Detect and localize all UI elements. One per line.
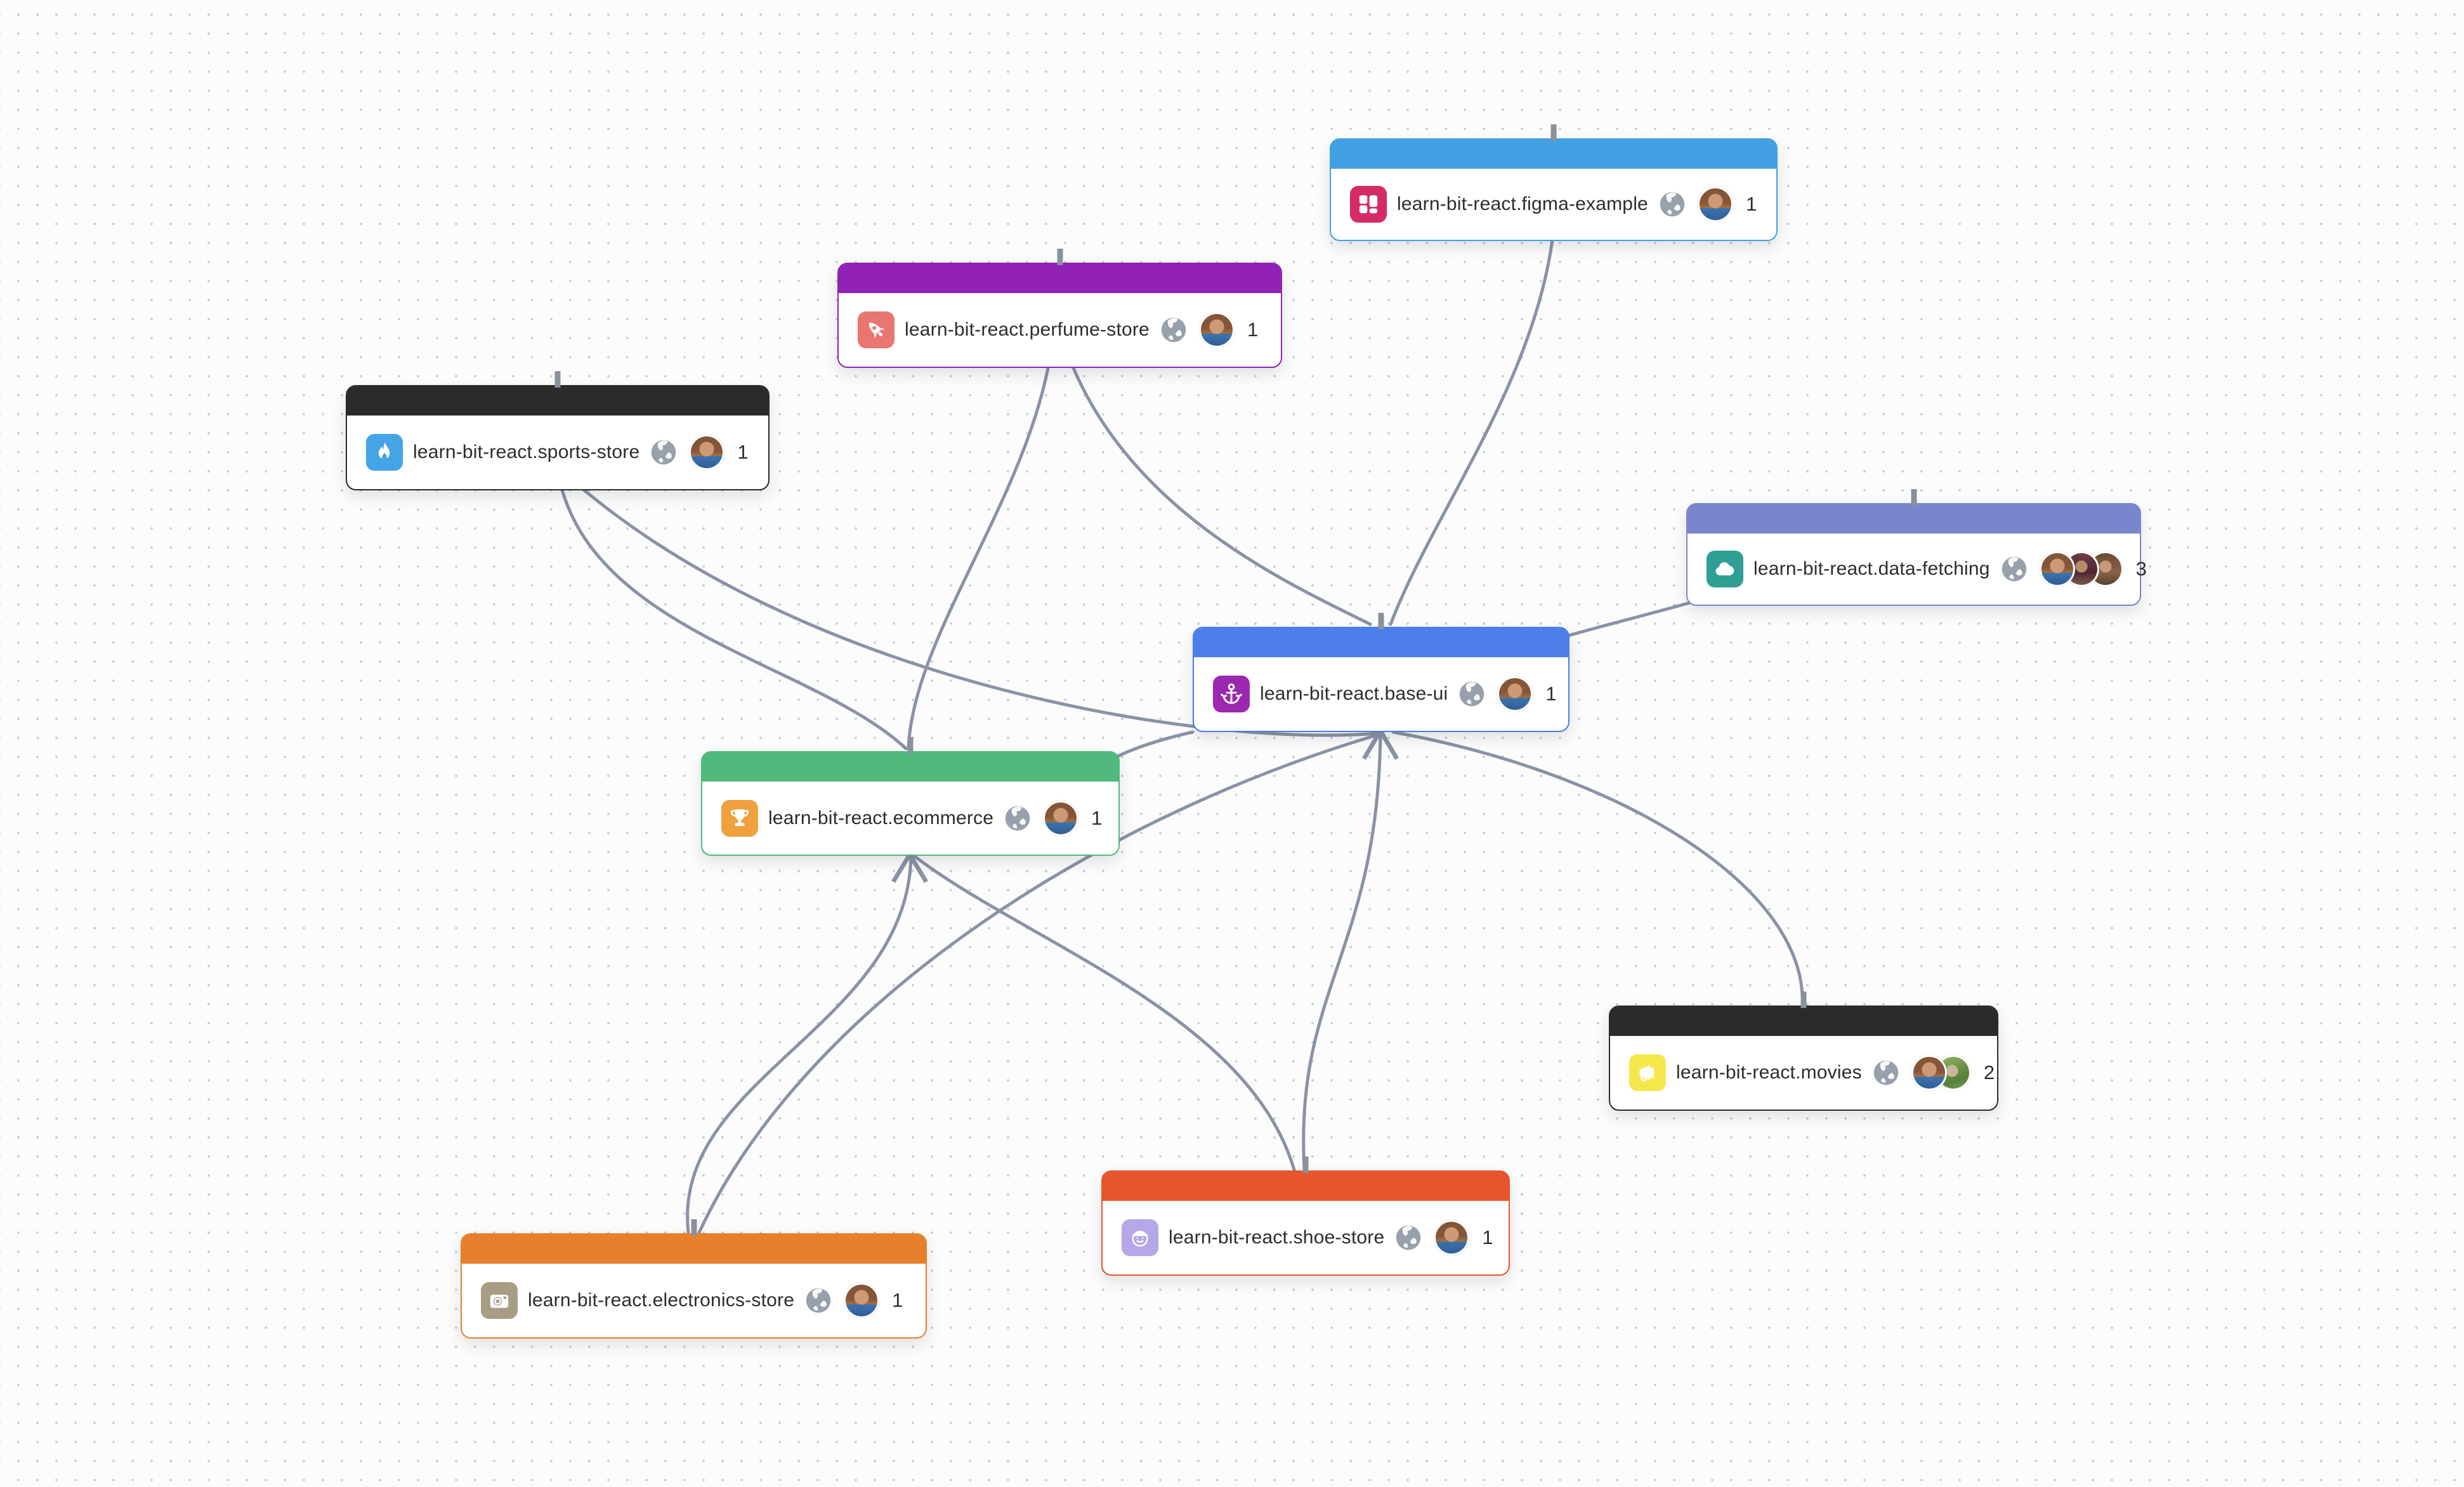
node-header-bar [1331, 140, 1776, 169]
node-top-handle [1378, 613, 1384, 629]
component-id-label: learn-bit-react.base-ui [1260, 683, 1448, 704]
graph-node-electronics-store[interactable]: learn-bit-react.electronics-store 1 [461, 1219, 927, 1339]
component-count: 3 [2135, 558, 2147, 580]
avatar-group [1911, 1055, 1971, 1091]
rocket-icon [858, 311, 895, 348]
avatar-group [689, 435, 725, 470]
avatar-group [1697, 187, 1733, 222]
avatar-group [1434, 1220, 1470, 1255]
edge-ecommerce-to-base-ui [1116, 730, 1195, 758]
avatar [1043, 800, 1079, 836]
node-header-bar [347, 386, 768, 416]
node-top-handle [1302, 1156, 1309, 1173]
graph-node-shoe-store[interactable]: learn-bit-react.shoe-store 1 [1101, 1156, 1510, 1276]
megaphone-icon [1629, 1054, 1666, 1091]
node-top-handle [1057, 249, 1063, 265]
avatar [1697, 187, 1733, 222]
component-count: 1 [1545, 683, 1557, 705]
component-count: 1 [1745, 193, 1757, 215]
edge-sports-store-to-ecommerce [560, 488, 908, 750]
component-count: 1 [892, 1289, 903, 1311]
graph-node-figma-example[interactable]: learn-bit-react.figma-example 1 [1330, 124, 1778, 241]
node-header-bar [1610, 1007, 1997, 1036]
node-top-handle [907, 737, 914, 754]
graph-node-base-ui[interactable]: learn-bit-react.base-ui 1 [1193, 613, 1569, 732]
edge-perfume-store-to-ecommerce [907, 366, 1050, 750]
edge-shoe-store-to-ecommerce [913, 855, 1296, 1172]
avatar-group [1497, 676, 1533, 712]
edge-perfume-store-to-base-ui [1071, 366, 1372, 626]
camera-icon [481, 1282, 518, 1319]
avatar [2039, 551, 2075, 587]
edge-electronics-store-to-base-ui [697, 734, 1376, 1235]
globe-icon [1872, 1059, 1900, 1087]
globe-icon [650, 438, 678, 466]
globe-icon [1458, 680, 1486, 708]
cloud-icon [1707, 551, 1743, 587]
face-cap-icon [1122, 1219, 1158, 1256]
component-count: 1 [1247, 318, 1259, 341]
edge-movies-to-base-ui [1391, 730, 1804, 1007]
avatar [844, 1283, 880, 1318]
node-top-handle [1800, 992, 1807, 1008]
edge-shoe-store-to-base-ui [1302, 733, 1382, 1172]
avatar-group [1043, 800, 1079, 836]
node-header-bar [1687, 504, 2140, 534]
component-id-label: learn-bit-react.ecommerce [768, 807, 994, 829]
globe-icon [1160, 316, 1188, 344]
graph-node-movies[interactable]: learn-bit-react.movies 2 [1609, 992, 1998, 1111]
avatar [1497, 676, 1533, 712]
avatar-group [1198, 312, 1235, 348]
graph-node-perfume-store[interactable]: learn-bit-react.perfume-store 1 [837, 249, 1282, 368]
edge-figma-example-to-base-ui [1389, 238, 1554, 626]
avatar-group [844, 1283, 880, 1318]
avatar [1198, 312, 1235, 348]
component-id-label: learn-bit-react.perfume-store [905, 319, 1150, 340]
node-header-bar [702, 752, 1118, 782]
layout-grid-icon [1350, 186, 1387, 223]
anchor-icon [1213, 676, 1250, 712]
graph-node-ecommerce[interactable]: learn-bit-react.ecommerce 1 [701, 737, 1120, 856]
component-count: 1 [1091, 806, 1103, 829]
node-top-handle [1550, 124, 1557, 141]
component-id-label: learn-bit-react.shoe-store [1169, 1227, 1385, 1248]
edge-sports-store-to-base-ui [582, 488, 1379, 737]
avatar [1434, 1220, 1470, 1255]
component-id-label: learn-bit-react.data-fetching [1753, 558, 1990, 579]
node-top-handle [691, 1219, 697, 1236]
node-top-handle [554, 371, 561, 388]
globe-icon [1004, 804, 1032, 832]
trophy-icon [721, 799, 758, 837]
component-id-label: learn-bit-react.sports-store [413, 442, 640, 462]
component-id-label: learn-bit-react.movies [1676, 1062, 1862, 1083]
component-count: 2 [1983, 1061, 1995, 1084]
flame-icon [366, 434, 403, 471]
component-count: 1 [737, 441, 749, 463]
avatar [1911, 1055, 1947, 1091]
node-header-bar [462, 1235, 926, 1264]
globe-icon [804, 1287, 832, 1314]
globe-icon [2000, 555, 2028, 583]
node-header-bar [839, 264, 1281, 293]
graph-node-sports-store[interactable]: learn-bit-react.sports-store 1 [346, 371, 770, 490]
edge-electronics-store-to-ecommerce [686, 856, 913, 1235]
component-id-label: learn-bit-react.figma-example [1397, 193, 1648, 214]
avatar-group [2039, 551, 2123, 587]
node-top-handle [1911, 489, 1917, 506]
globe-icon [1394, 1224, 1422, 1252]
avatar [689, 435, 725, 470]
node-header-bar [1194, 628, 1568, 657]
component-id-label: learn-bit-react.electronics-store [528, 1290, 795, 1311]
edge-data-fetching-to-base-ui [1566, 601, 1692, 638]
graph-node-data-fetching[interactable]: learn-bit-react.data-fetching 3 [1686, 489, 2147, 606]
component-count: 1 [1482, 1226, 1493, 1248]
node-header-bar [1103, 1172, 1509, 1201]
globe-icon [1658, 190, 1686, 218]
